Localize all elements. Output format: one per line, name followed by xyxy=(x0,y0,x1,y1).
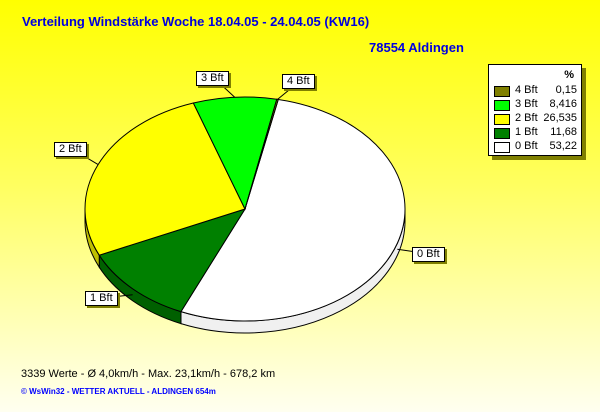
slice-label: 3 Bft xyxy=(196,71,229,86)
pie-slice-0-bft xyxy=(180,98,406,322)
legend-label: 4 Bft xyxy=(515,84,538,96)
legend-item: 2 Bft 26,535 xyxy=(494,112,579,125)
legend-label: 3 Bft xyxy=(515,98,538,110)
stats-text: 3339 Werte - Ø 4,0km/h - Max. 23,1km/h -… xyxy=(21,368,276,380)
legend-item: 3 Bft 8,416 xyxy=(494,98,579,111)
legend-value: 53,22 xyxy=(549,140,577,152)
legend: % 4 Bft 0,15 3 Bft 8,416 2 Bft 26,535 1 Bft 11,… xyxy=(488,64,582,156)
legend-value: 0,15 xyxy=(555,84,577,96)
slice-label: 0 Bft xyxy=(412,247,445,262)
legend-label: 1 Bft xyxy=(515,126,538,138)
legend-swatch xyxy=(494,100,510,111)
legend-swatch xyxy=(494,128,510,139)
legend-swatch xyxy=(494,86,510,97)
slice-label: 2 Bft xyxy=(54,142,87,157)
legend-swatch xyxy=(494,114,510,125)
credit-text: © WsWin32 - WETTER AKTUELL - ALDINGEN 65… xyxy=(21,387,216,396)
legend-swatch xyxy=(494,142,510,153)
slice-label: 1 Bft xyxy=(85,291,118,306)
pie-slice-3-bft xyxy=(192,96,278,211)
legend-value: 8,416 xyxy=(549,98,577,110)
legend-item: 0 Bft 53,22 xyxy=(494,140,579,153)
pie-slice-1-bft xyxy=(98,208,247,313)
chart-subtitle: 78554 Aldingen xyxy=(369,40,464,55)
legend-label: 2 Bft xyxy=(515,112,538,124)
legend-item: 4 Bft 0,15 xyxy=(494,84,579,97)
chart-title: Verteilung Windstärke Woche 18.04.05 - 2… xyxy=(22,14,370,29)
slice-label: 4 Bft xyxy=(282,74,315,89)
pie-slice-2-bft xyxy=(84,102,246,256)
legend-item: 1 Bft 11,68 xyxy=(494,126,579,139)
legend-header: % xyxy=(564,69,574,81)
legend-label: 0 Bft xyxy=(515,140,538,152)
legend-value: 11,68 xyxy=(550,126,577,138)
legend-value: 26,535 xyxy=(543,112,577,124)
